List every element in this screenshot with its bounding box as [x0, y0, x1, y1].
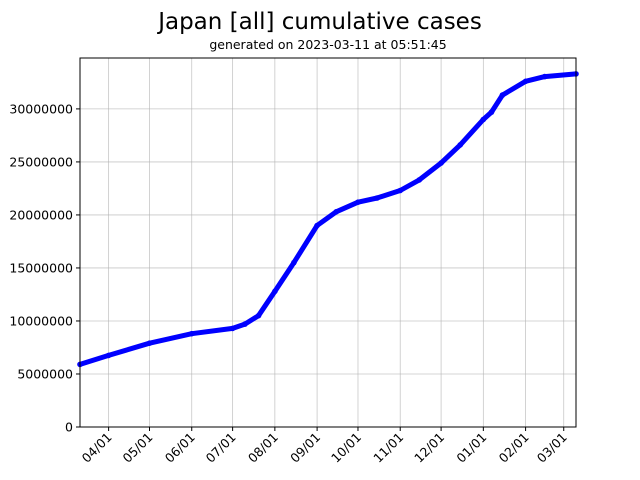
data-point: [255, 312, 262, 319]
data-point: [314, 222, 320, 229]
data-point: [499, 92, 506, 98]
data-point: [105, 352, 112, 359]
data-point: [146, 340, 153, 347]
y-tick-label: 0: [65, 420, 73, 435]
x-tick-label: 04/01: [79, 430, 115, 466]
x-tick-label: 08/01: [245, 430, 281, 466]
data-point: [416, 177, 423, 183]
x-tick-label: 10/01: [328, 430, 364, 466]
x-tick-label: 07/01: [203, 430, 239, 466]
data-point: [397, 187, 404, 194]
data-point: [541, 73, 548, 80]
x-tick-label: 03/01: [534, 430, 570, 466]
x-tick-label: 09/01: [287, 430, 323, 466]
data-point: [374, 195, 380, 201]
data-point: [291, 259, 297, 266]
y-tick-label: 25000000: [9, 154, 73, 169]
data-point: [229, 325, 236, 332]
data-point: [188, 330, 195, 337]
data-point: [457, 142, 464, 148]
x-tick-label: 12/01: [411, 430, 447, 466]
data-point: [355, 199, 361, 205]
data-point: [438, 160, 444, 166]
y-tick-label: 5000000: [17, 366, 73, 381]
data-point: [488, 109, 495, 115]
x-tick-label: 05/01: [120, 430, 156, 466]
data-point: [333, 209, 340, 215]
data-point: [480, 116, 487, 123]
y-tick-label: 10000000: [9, 313, 73, 328]
x-tick-label: 11/01: [370, 430, 406, 466]
x-tick-label: 06/01: [162, 430, 198, 466]
y-axis: 0 5000000 10000000 15000000 20000000 25000000…: [9, 101, 80, 435]
y-tick-label: 15000000: [9, 260, 73, 275]
x-axis: 04/01 05/01 06/01 07/01 08/01 09/01 10/01 11/01…: [79, 427, 570, 466]
y-tick-label: 30000000: [9, 101, 73, 116]
data-point: [522, 78, 529, 85]
chart-title: Japan [all] cumulative cases: [156, 9, 482, 35]
data-point: [272, 288, 278, 295]
x-tick-label: 01/01: [453, 430, 489, 466]
chart-subtitle: generated on 2023-03-11 at 05:51:45: [209, 37, 446, 52]
y-tick-label: 20000000: [9, 207, 73, 222]
series-layer: [77, 71, 579, 368]
x-tick-label: 02/01: [496, 430, 532, 466]
plot-frame: [79, 57, 577, 428]
data-point: [242, 321, 248, 327]
grid: [80, 58, 576, 428]
